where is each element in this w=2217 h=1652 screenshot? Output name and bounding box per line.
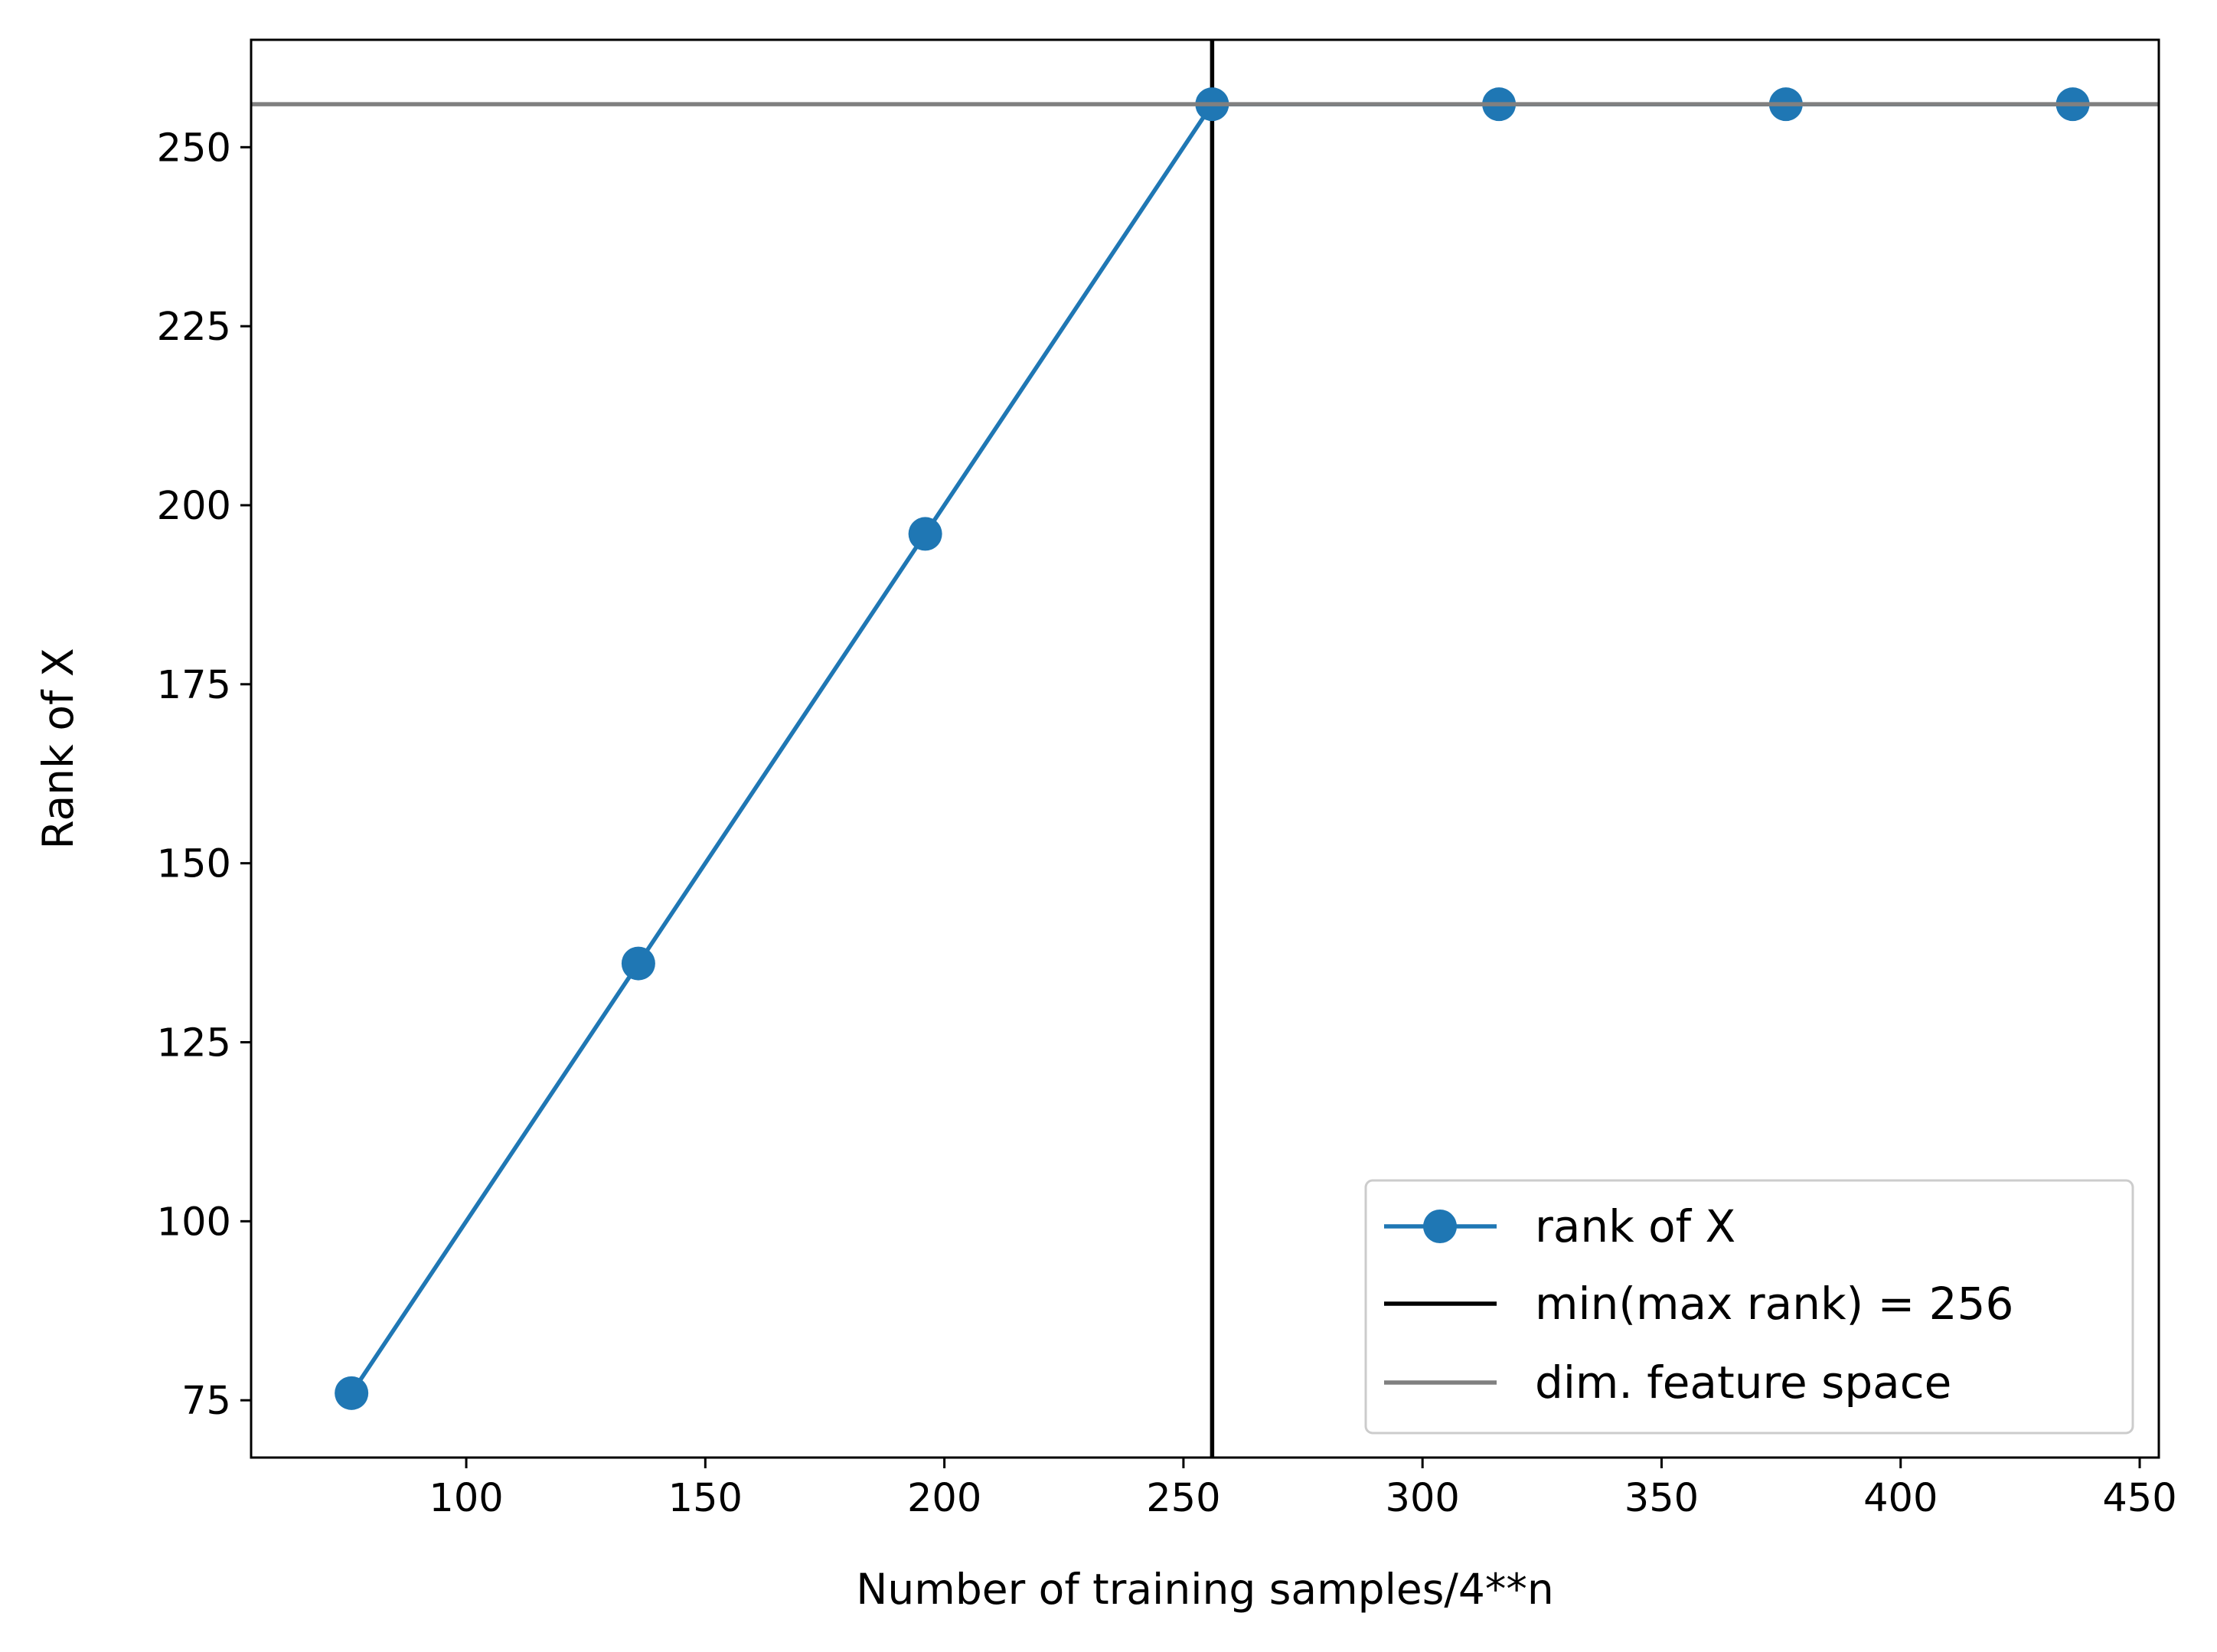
- y-tick-label: 250: [157, 126, 231, 171]
- legend: rank of X min(max rank) = 256 dim. feature…: [1364, 1179, 2134, 1435]
- x-tick-label: 350: [1624, 1476, 1699, 1521]
- plot-inner: [251, 40, 2159, 1458]
- legend-box: [1364, 1179, 2134, 1435]
- data-point: [908, 517, 942, 551]
- y-tick-label: 200: [157, 484, 231, 529]
- x-axis: 100 150 200 250 300 350 400 450: [429, 1458, 2177, 1521]
- legend-swatch-marker: [1423, 1210, 1457, 1243]
- y-tick-label: 100: [157, 1200, 231, 1245]
- data-point: [335, 1376, 369, 1410]
- legend-entry-min-max-rank: min(max rank) = 256: [1384, 1278, 2013, 1330]
- x-tick-label: 100: [429, 1476, 503, 1521]
- y-axis: 75 100 125 150 175 200 225 250: [157, 126, 251, 1424]
- legend-label: rank of X: [1535, 1200, 1735, 1252]
- axes-frame: [250, 38, 2160, 1459]
- x-tick-label: 400: [1863, 1476, 1938, 1521]
- y-tick-label: 125: [157, 1020, 231, 1066]
- y-tick-label: 75: [181, 1379, 231, 1424]
- x-tick-label: 450: [2102, 1476, 2176, 1521]
- y-tick-label: 150: [157, 842, 231, 887]
- plot-area: [250, 38, 2160, 1459]
- x-tick-label: 250: [1146, 1476, 1220, 1521]
- x-tick-label: 300: [1386, 1476, 1460, 1521]
- legend-entry-dim-feature-space: dim. feature space: [1384, 1357, 1951, 1409]
- x-tick-label: 150: [668, 1476, 743, 1521]
- legend-label: dim. feature space: [1535, 1357, 1951, 1409]
- data-point: [621, 946, 655, 981]
- x-axis-label: Number of training samples/4**n: [856, 1565, 1553, 1614]
- y-axis-label: Rank of X: [34, 648, 83, 849]
- legend-entry-rank-of-x: rank of X: [1384, 1200, 1735, 1252]
- x-tick-label: 200: [907, 1476, 981, 1521]
- y-tick-label: 175: [157, 663, 231, 708]
- y-tick-label: 225: [157, 305, 231, 350]
- legend-label: min(max rank) = 256: [1535, 1278, 2013, 1330]
